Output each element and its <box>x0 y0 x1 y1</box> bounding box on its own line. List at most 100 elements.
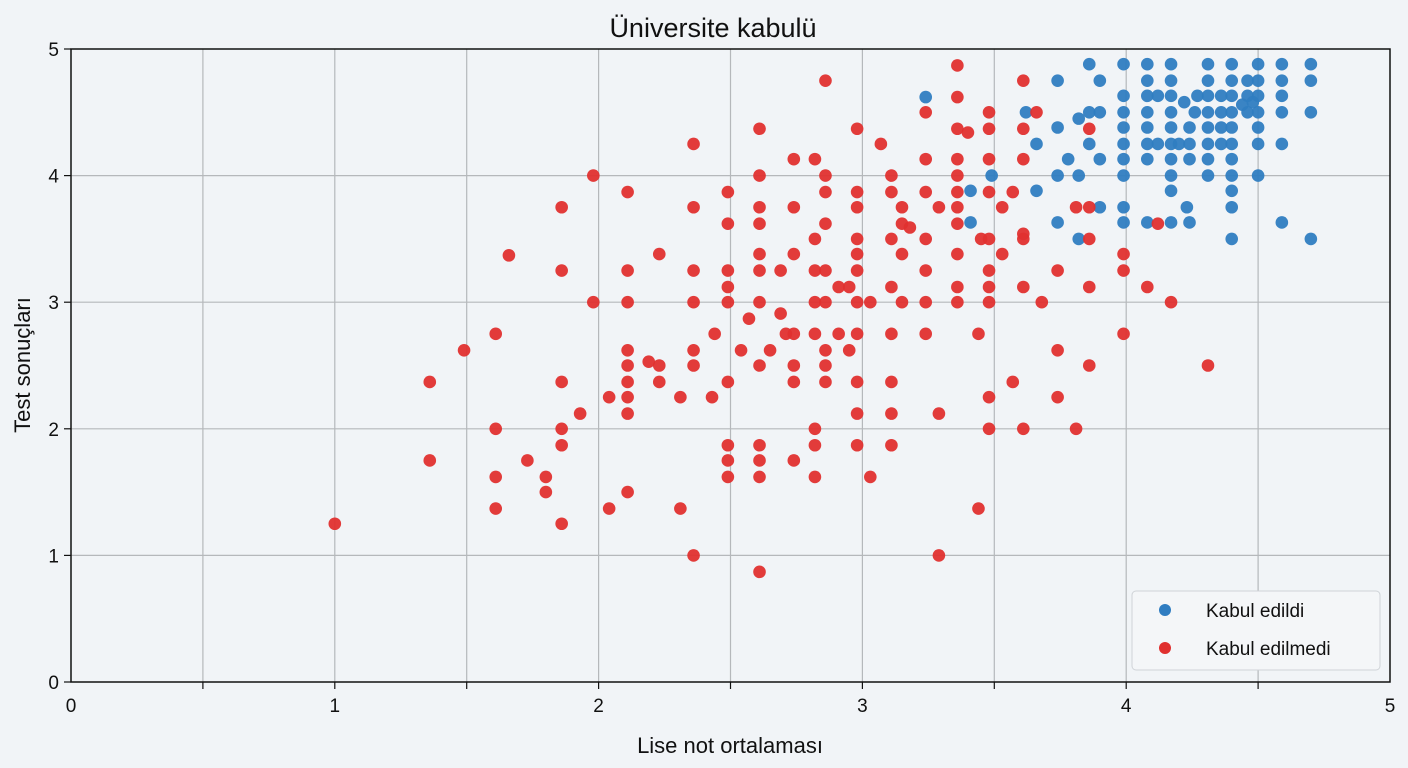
data-point <box>1082 57 1096 71</box>
data-point <box>1151 89 1165 103</box>
data-point <box>1275 137 1289 151</box>
data-point <box>787 200 801 214</box>
x-tick-label: 0 <box>66 696 77 717</box>
data-point <box>932 200 946 214</box>
data-point <box>555 517 568 531</box>
data-point <box>753 470 766 484</box>
data-point <box>919 106 933 119</box>
data-point <box>1051 169 1064 182</box>
data-point <box>1235 98 1249 112</box>
data-point <box>1030 106 1043 119</box>
data-point <box>885 407 898 420</box>
data-point <box>1251 137 1265 151</box>
x-tick-label: 1 <box>330 696 341 717</box>
data-point <box>995 200 1009 214</box>
data-point <box>753 454 766 467</box>
data-point <box>1191 89 1204 103</box>
data-point <box>850 247 864 261</box>
data-point <box>1072 169 1086 182</box>
data-point <box>721 280 735 294</box>
legend-marker-rejected <box>1159 642 1171 654</box>
data-point <box>1251 121 1265 134</box>
data-point <box>932 407 946 420</box>
data-point <box>721 264 735 277</box>
data-point <box>951 217 964 231</box>
data-point <box>850 264 864 277</box>
data-point <box>674 390 687 404</box>
data-point <box>1051 216 1064 229</box>
data-point <box>864 295 877 309</box>
data-point <box>1225 200 1239 214</box>
data-point <box>753 217 766 231</box>
x-tick-label: 5 <box>1385 696 1396 717</box>
data-point <box>1225 89 1239 103</box>
data-point <box>895 295 909 309</box>
data-point <box>1251 74 1265 87</box>
data-point <box>982 422 996 436</box>
data-point <box>721 217 735 231</box>
data-point <box>972 327 985 341</box>
data-point <box>885 438 898 452</box>
x-axis-label: Lise not ortalaması <box>637 733 823 758</box>
data-point <box>919 327 933 341</box>
data-point <box>1117 216 1130 229</box>
data-point <box>1225 74 1239 87</box>
data-point <box>652 247 666 261</box>
data-point <box>1225 121 1239 134</box>
data-point <box>621 390 634 404</box>
data-point <box>972 502 985 515</box>
data-point <box>1164 106 1178 119</box>
data-point <box>1051 264 1064 277</box>
y-tick-label: 5 <box>48 40 59 61</box>
data-point <box>753 247 766 261</box>
data-point <box>1251 169 1265 182</box>
legend-label-rejected: Kabul edilmedi <box>1206 639 1331 660</box>
data-point <box>919 90 933 104</box>
data-point <box>1051 121 1064 134</box>
series-rejected <box>328 59 1215 579</box>
data-point <box>1017 122 1030 136</box>
data-point <box>555 264 568 277</box>
data-point <box>1051 344 1064 357</box>
data-point <box>1017 74 1030 87</box>
data-point <box>1093 106 1107 119</box>
data-point <box>1051 390 1064 404</box>
data-point <box>850 327 864 341</box>
data-point <box>753 295 766 309</box>
data-point <box>932 549 946 562</box>
data-point <box>961 126 975 139</box>
data-point <box>951 280 964 294</box>
data-point <box>1030 184 1043 198</box>
data-point <box>850 232 864 246</box>
data-point <box>819 359 832 372</box>
data-point <box>895 247 909 261</box>
data-point <box>1141 106 1154 119</box>
data-point <box>1082 122 1096 136</box>
data-point <box>1141 152 1154 166</box>
data-point <box>1093 152 1107 166</box>
data-point <box>753 359 766 372</box>
data-point <box>1225 106 1239 119</box>
data-point <box>1164 74 1178 87</box>
data-point <box>864 470 877 484</box>
data-point <box>1304 74 1318 87</box>
data-point <box>521 454 534 467</box>
data-point <box>1304 232 1318 246</box>
data-point <box>774 264 787 277</box>
data-point <box>753 169 766 182</box>
data-point <box>951 200 964 214</box>
data-point <box>1201 152 1215 166</box>
data-point <box>721 185 735 199</box>
y-tick-label: 0 <box>48 673 59 694</box>
legend: Kabul edildi Kabul edilmedi <box>1131 590 1381 671</box>
data-point <box>1275 106 1289 119</box>
data-point <box>1201 106 1215 119</box>
data-point <box>1069 200 1083 214</box>
data-point <box>1225 184 1239 198</box>
data-point <box>1141 280 1154 294</box>
data-point <box>982 232 996 246</box>
data-point <box>832 327 845 341</box>
data-point <box>489 422 503 436</box>
data-point <box>850 375 864 389</box>
data-point <box>1141 137 1154 151</box>
